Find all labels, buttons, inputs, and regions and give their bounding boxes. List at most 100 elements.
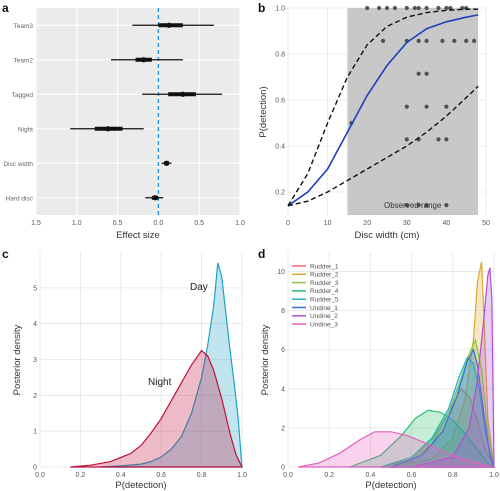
observation-point xyxy=(436,5,441,11)
y-tick-label: 8 xyxy=(281,308,285,315)
x-tick-label: 0.4 xyxy=(116,472,126,479)
panel-b-y-tick-label: 0.2 xyxy=(275,190,285,197)
y-tick-label: 5 xyxy=(33,285,37,292)
curve-upper xyxy=(287,8,479,207)
x-tick-label: 0.8 xyxy=(197,472,207,479)
legend-entry-rudder-1: Rudder_1 xyxy=(310,263,339,270)
panel-b-y-ticks: 0.2 0.4 0.6 0.8 1.0 xyxy=(275,6,285,197)
legend-entry-undine-2: Undine_2 xyxy=(310,313,338,320)
observation-point xyxy=(404,137,409,142)
y-tick-label: 4 xyxy=(281,386,285,393)
panel-a-x-tick-label: 0.0 xyxy=(154,220,164,227)
panel-d-y-axis-label: Posterior density xyxy=(260,324,271,395)
panel-a-x-tick-label: 0.5 xyxy=(113,220,123,227)
density-undine-2 xyxy=(411,267,495,468)
panel-c-x-ticks: 0.0 0.2 0.4 0.6 0.8 1.0 xyxy=(35,472,247,479)
density-night xyxy=(70,349,243,468)
panel-d: d Rudder_1Rudder_2Rudder_3Rudder_4Rudder… xyxy=(258,247,499,491)
legend-entry-rudder-3: Rudder_3 xyxy=(310,280,339,287)
panel-a-x-axis-label: Effect size xyxy=(116,230,160,241)
observation-point xyxy=(440,38,445,43)
x-tick-label: 0.2 xyxy=(324,472,334,479)
panel-c-y-axis-label: Posterior density xyxy=(12,324,23,395)
observation-point xyxy=(404,104,409,109)
curve-fit xyxy=(287,14,479,207)
observation-point xyxy=(424,203,429,208)
observation-point xyxy=(424,5,429,11)
y-tick-label: 0 xyxy=(33,465,37,472)
panel-a-x-tick-label: 0.5 xyxy=(194,220,204,227)
panel-a-x-tick-label: 1.0 xyxy=(72,220,82,227)
observation-point xyxy=(448,5,453,11)
x-tick-label: 1.0 xyxy=(237,472,247,479)
legend-entry-undine-1: Undine_1 xyxy=(310,305,338,312)
observation-point xyxy=(376,5,382,11)
x-tick-label: 1.0 xyxy=(489,472,499,479)
panel-c-x-axis-label: P(detection) xyxy=(115,480,166,491)
observation-point xyxy=(444,5,449,11)
observation-point xyxy=(436,137,441,142)
panel-b-y-tick-label: 0.8 xyxy=(275,52,285,59)
x-tick-label: 0.6 xyxy=(156,472,166,479)
panel-d-label: d xyxy=(258,247,265,261)
category-label-tagged: Tagged xyxy=(12,92,34,99)
category-label-team3: Team3 xyxy=(13,23,33,30)
density-undine-3 xyxy=(298,431,495,468)
panel-b-x-axis-label: Disc width (cm) xyxy=(355,230,420,241)
observation-point xyxy=(365,5,370,11)
observation-point xyxy=(444,203,449,208)
observed-range-region xyxy=(347,8,479,215)
x-tick-label: 0.2 xyxy=(76,472,86,479)
y-tick-label: 4 xyxy=(33,321,37,328)
observation-point xyxy=(416,5,421,11)
panel-c: c 0.0 0.2 0.4 0.6 0.8 1.0 0 1 2 3 4 5 Day Night P(… xyxy=(2,247,247,491)
series-label-night: Night xyxy=(148,377,172,388)
y-tick-label: 10 xyxy=(277,269,285,276)
y-tick-label: 6 xyxy=(281,347,285,354)
density-rudder-2 xyxy=(390,261,495,468)
density-rudder-4 xyxy=(349,409,497,468)
panel-a-intervals xyxy=(70,22,223,201)
x-tick-label: 0.0 xyxy=(35,472,45,479)
panel-b-y-tick-label: 0.6 xyxy=(275,98,285,105)
observation-point xyxy=(416,203,421,208)
observation-point xyxy=(412,5,417,11)
panel-b-x-tick-label: 10 xyxy=(324,220,332,227)
panel-d-densities xyxy=(298,261,497,468)
y-tick-label: 3 xyxy=(33,357,37,364)
panel-a-x-tick-label: 1.0 xyxy=(235,220,245,227)
legend-entry-rudder-5: Rudder_5 xyxy=(310,297,339,304)
density-rudder-1 xyxy=(380,387,495,468)
estimate-point-night xyxy=(105,126,111,132)
series-label-day: Day xyxy=(190,282,208,293)
panel-a-plot-area xyxy=(36,8,240,215)
category-label-hard-disc: Hard disc xyxy=(6,195,34,202)
x-tick-label: 0.8 xyxy=(448,472,458,479)
observation-point xyxy=(416,38,421,43)
estimate-point-disc-width xyxy=(163,160,170,166)
density-day xyxy=(100,262,243,468)
observation-point xyxy=(424,38,429,43)
panel-b-x-ticks: 0 10 20 30 40 50 xyxy=(286,220,490,227)
panel-b-y-tick-label: 0.4 xyxy=(275,144,285,151)
observation-point xyxy=(444,104,449,109)
panel-b-x-tick-label: 0 xyxy=(286,220,290,227)
panel-d-plot-area xyxy=(288,252,494,467)
observation-point xyxy=(404,5,409,11)
observation-point xyxy=(384,5,390,11)
observation-point xyxy=(472,38,477,43)
legend-entry-rudder-4: Rudder_4 xyxy=(310,288,339,295)
panel-b-x-tick-label: 40 xyxy=(443,220,451,227)
panel-d-x-axis-label: P(detection) xyxy=(365,480,416,491)
estimate-point-team2 xyxy=(141,57,147,63)
y-tick-label: 2 xyxy=(33,393,37,400)
panel-d-y-ticks: 0 2 4 6 8 10 xyxy=(277,269,285,471)
observed-range-label: Observed range xyxy=(384,201,442,210)
x-tick-label: 0.4 xyxy=(366,472,376,479)
panel-b-x-tick-label: 30 xyxy=(403,220,411,227)
panel-b-x-tick-label: 20 xyxy=(363,220,371,227)
category-label-team2: Team2 xyxy=(13,57,33,64)
x-tick-label: 0.0 xyxy=(283,472,293,479)
panel-a: a Team3 Team2 Tagged Night Disc width Hard di… xyxy=(2,1,245,241)
